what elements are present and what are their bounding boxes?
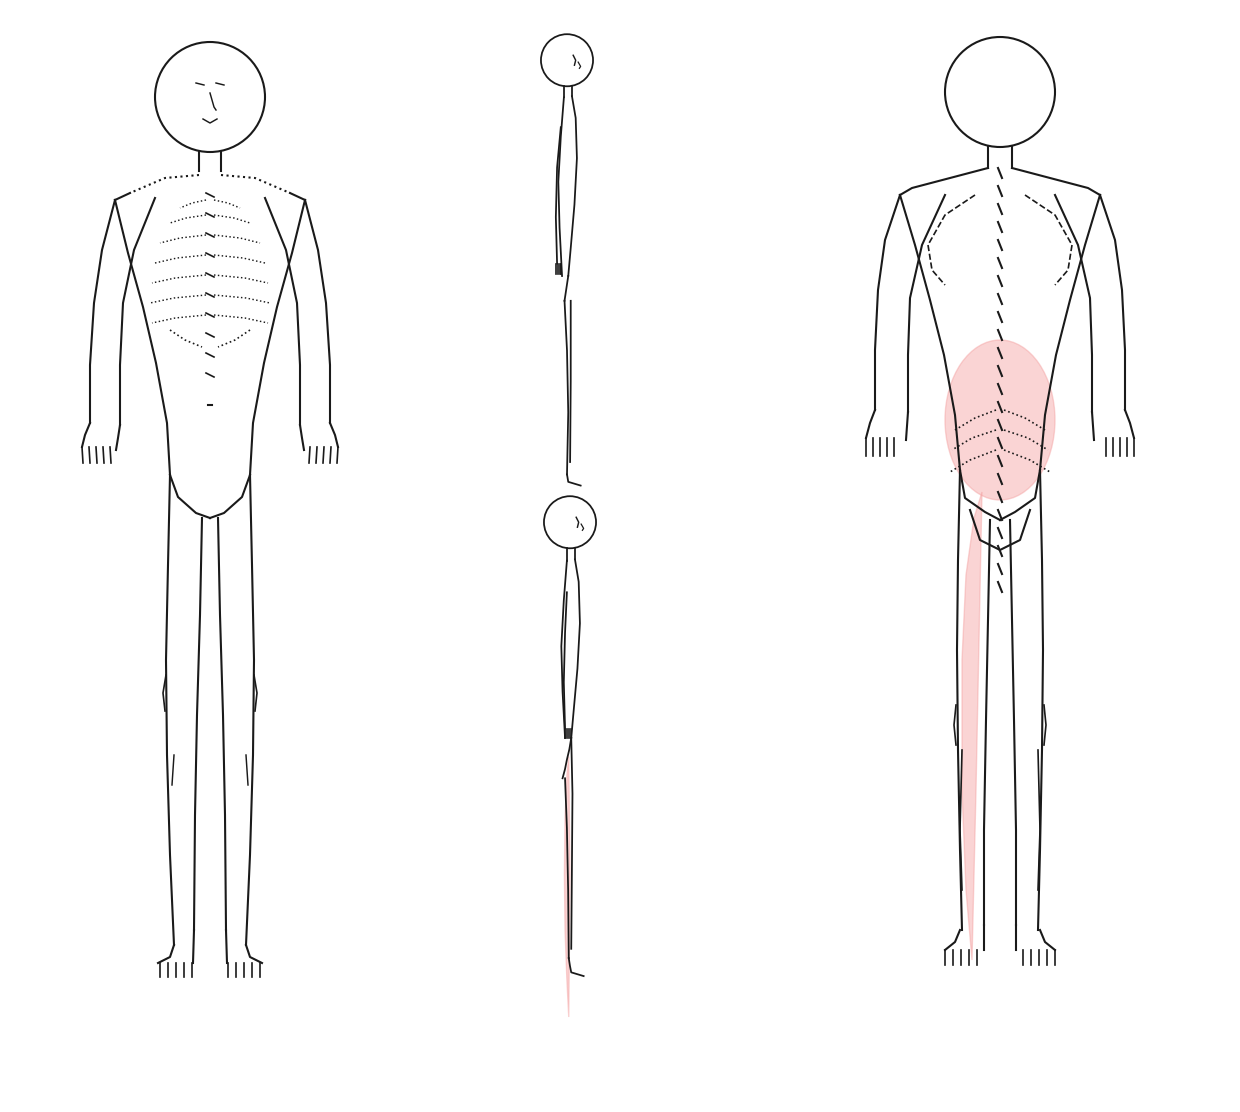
Ellipse shape <box>945 340 1055 500</box>
Polygon shape <box>564 756 570 1017</box>
Polygon shape <box>962 492 982 960</box>
